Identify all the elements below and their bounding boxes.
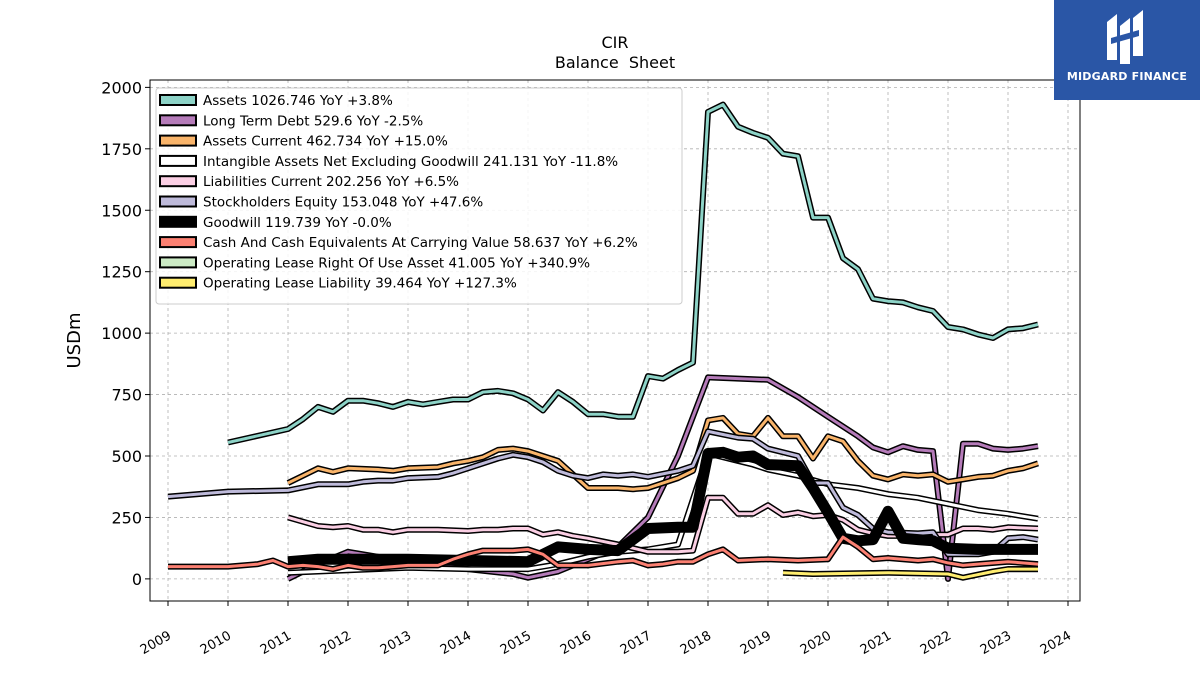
x-tick-label: 2015 — [498, 628, 534, 658]
legend-label: Intangible Assets Net Excluding Goodwill… — [203, 154, 618, 170]
legend-swatch — [159, 154, 197, 167]
y-tick-label: 0 — [132, 570, 142, 589]
legend-label: Liabilities Current 202.256 YoY +6.5% — [203, 174, 459, 190]
legend-swatch — [159, 215, 197, 228]
logo-text: MIDGARD FINANCE — [1066, 70, 1188, 83]
legend-label: Operating Lease Liability 39.464 YoY +12… — [203, 276, 517, 292]
y-tick-label: 1500 — [101, 201, 142, 220]
y-tick-label: 1250 — [101, 263, 142, 282]
x-tick-label: 2014 — [438, 628, 474, 658]
x-tick-label: 2021 — [858, 628, 894, 658]
series-layer — [167, 101, 1039, 582]
legend: Assets 1026.746 YoY +3.8% Long Term Debt … — [155, 87, 683, 305]
series-9 — [782, 566, 1038, 581]
legend-label: Assets Current 462.734 YoY +15.0% — [203, 134, 448, 150]
chart-subtitle: Balance Sheet — [555, 53, 675, 72]
legend-label: Long Term Debt 529.6 YoY -2.5% — [203, 113, 423, 129]
series-line — [287, 448, 1038, 566]
legend-swatch — [159, 175, 197, 188]
midgard-finance-logo: MIDGARD FINANCE — [1054, 0, 1200, 100]
legend-label: Goodwill 119.739 YoY -0.0% — [203, 215, 392, 231]
legend-label: Stockholders Equity 153.048 YoY +47.6% — [203, 195, 483, 211]
y-tick-label: 500 — [111, 447, 142, 466]
y-tick-label: 250 — [111, 508, 142, 527]
legend-box — [155, 87, 683, 305]
x-tick-label: 2009 — [138, 628, 174, 658]
series-line — [287, 416, 1039, 491]
x-tick-label: 2018 — [678, 628, 714, 658]
x-tick-label: 2019 — [738, 628, 774, 658]
series-6 — [287, 446, 1038, 568]
legend-swatch — [159, 256, 197, 269]
series-line — [782, 567, 1038, 580]
y-tick-label: 1750 — [101, 140, 142, 159]
legend-label: Cash And Cash Equivalents At Carrying Va… — [203, 235, 638, 251]
legend-label: Assets 1026.746 YoY +3.8% — [203, 93, 393, 109]
legend-label: Operating Lease Right Of Use Asset 41.00… — [203, 255, 590, 271]
legend-swatch — [159, 94, 197, 106]
y-tick-label: 1000 — [101, 324, 142, 343]
series-0 — [227, 101, 1039, 446]
series-2 — [286, 414, 1039, 493]
series-5 — [167, 428, 1039, 558]
x-tick-label: 2022 — [918, 628, 954, 658]
x-tick-label: 2016 — [558, 628, 594, 658]
series-7 — [168, 534, 1039, 573]
legend-swatch — [159, 276, 197, 289]
y-tick-label: 2000 — [101, 78, 142, 97]
series-line — [168, 535, 1039, 571]
legend-swatch — [159, 236, 197, 249]
x-tick-label: 2012 — [318, 628, 354, 658]
y-axis-label: USDm — [64, 313, 85, 369]
plot-frame — [149, 79, 1081, 602]
legend-swatch — [159, 195, 197, 208]
x-tick-label: 2024 — [1038, 628, 1074, 658]
logo-mark-icon — [1107, 10, 1143, 64]
x-tick-label: 2020 — [798, 628, 834, 658]
series-line — [227, 103, 1039, 444]
x-tick-label: 2017 — [618, 628, 654, 658]
y-tick-label: 750 — [111, 386, 142, 405]
x-tick-label: 2023 — [978, 628, 1014, 658]
x-tick-label: 2010 — [198, 628, 234, 658]
legend-swatch — [159, 134, 197, 147]
x-tick-label: 2011 — [258, 628, 294, 658]
chart-title: CIR — [601, 33, 628, 52]
legend-swatch — [159, 114, 197, 127]
series-line — [167, 429, 1039, 556]
x-tick-label: 2013 — [378, 628, 414, 658]
